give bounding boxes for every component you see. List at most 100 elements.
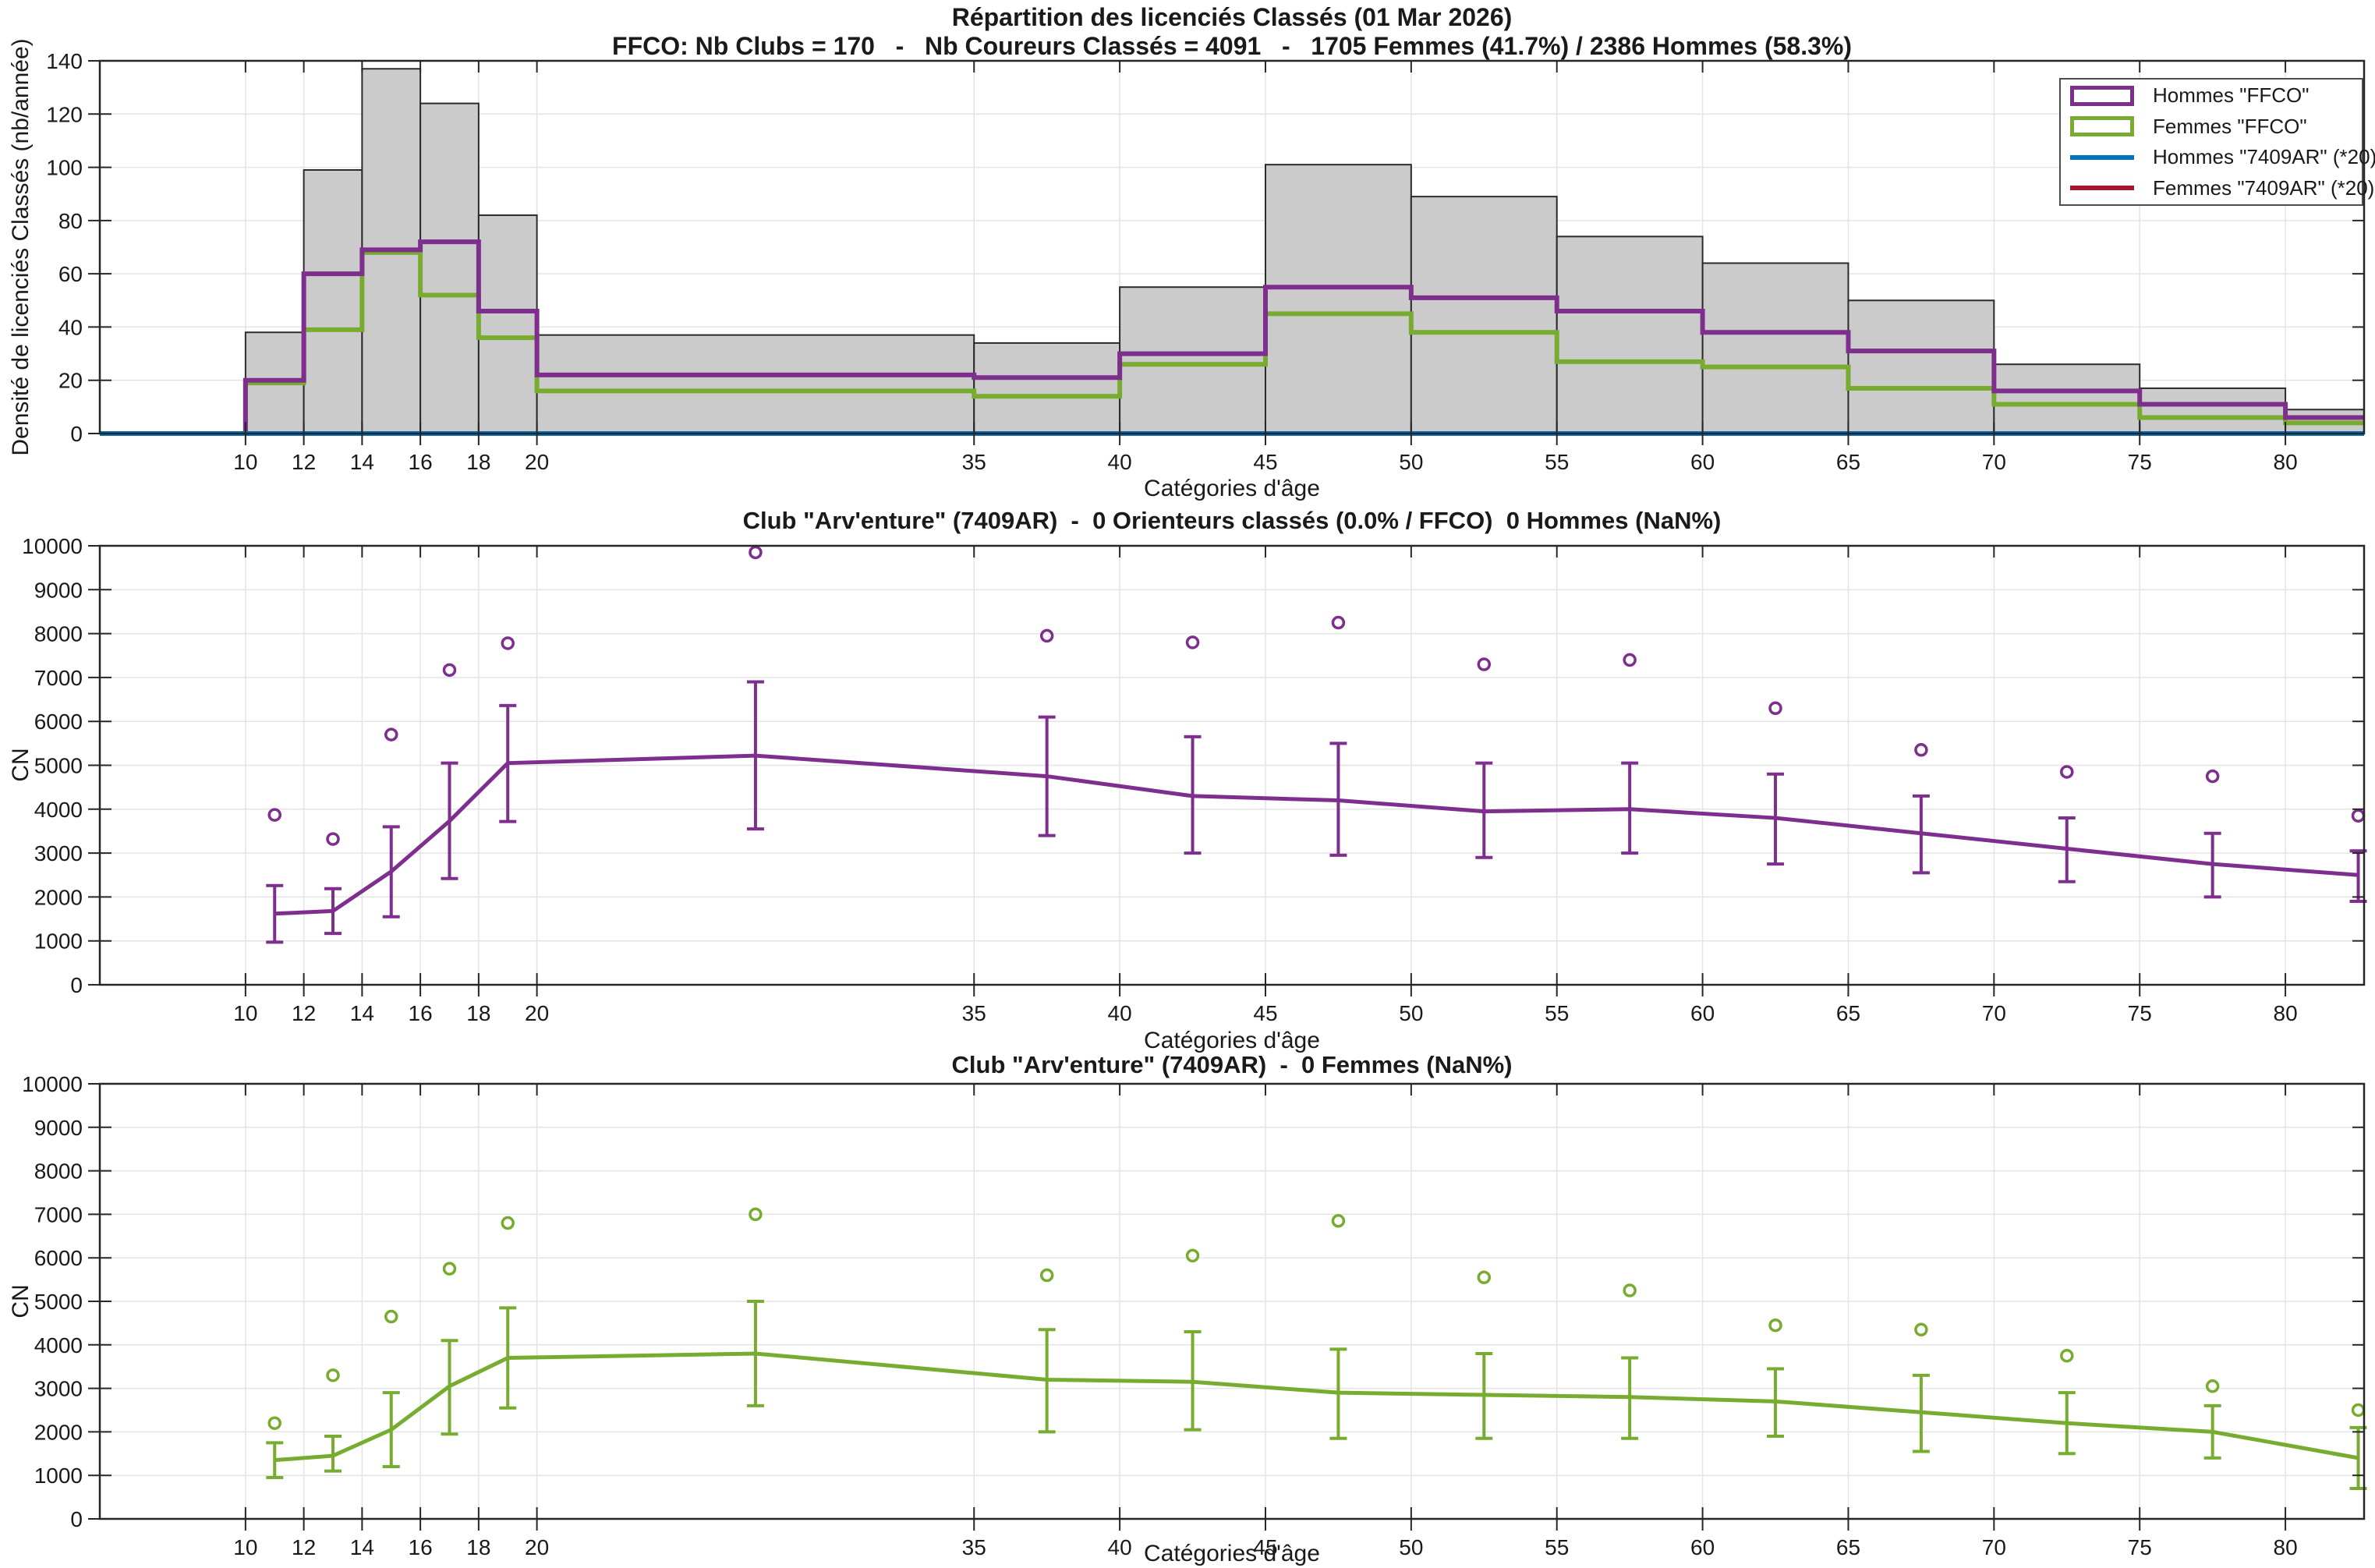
svg-text:100: 100 — [46, 156, 83, 180]
svg-text:75: 75 — [2128, 450, 2152, 474]
svg-text:10: 10 — [233, 450, 257, 474]
svg-text:14: 14 — [350, 1535, 374, 1559]
legend-item-hommes-ffco: Hommes "FFCO" — [2061, 81, 2362, 111]
max-marker — [1185, 635, 1200, 649]
svg-text:60: 60 — [58, 262, 83, 286]
svg-text:35: 35 — [962, 1535, 986, 1559]
svg-text:80: 80 — [2274, 1001, 2298, 1025]
svg-text:8000: 8000 — [34, 1159, 83, 1184]
hist-x-axis-label: Catégories d'âge — [1144, 476, 1320, 501]
femmes-club-title: Club "Arv'enture" (7409AR) - 0 Femmes (N… — [951, 1051, 1513, 1078]
legend: Hommes "FFCO" Femmes "FFCO" Hommes "7409… — [2059, 78, 2375, 206]
svg-text:14: 14 — [350, 450, 374, 474]
legend-label: Hommes "7409AR" (*20) — [2153, 145, 2375, 169]
svg-text:4000: 4000 — [34, 798, 83, 822]
svg-text:8000: 8000 — [34, 622, 83, 646]
svg-text:0: 0 — [70, 1507, 83, 1531]
max-marker — [1768, 701, 1782, 716]
svg-text:65: 65 — [1836, 1535, 1860, 1559]
svg-text:50: 50 — [1399, 1535, 1423, 1559]
max-marker — [749, 1207, 763, 1222]
legend-item-femmes-club: Femmes "7409AR" (*20) — [2061, 173, 2374, 203]
femmes-club-line-icon — [2070, 186, 2145, 191]
mean-line — [274, 753, 2359, 916]
max-marker — [326, 832, 340, 846]
svg-text:50: 50 — [1399, 1001, 1423, 1025]
max-marker — [384, 727, 398, 742]
svg-text:18: 18 — [466, 450, 490, 474]
max-marker — [749, 545, 763, 560]
svg-text:3000: 3000 — [34, 841, 83, 865]
legend-label: Femmes "FFCO" — [2153, 114, 2307, 138]
svg-text:65: 65 — [1836, 1001, 1860, 1025]
svg-text:80: 80 — [2274, 1535, 2298, 1559]
svg-text:2000: 2000 — [34, 1420, 83, 1444]
max-marker — [1477, 657, 1492, 671]
svg-text:40: 40 — [58, 315, 83, 339]
svg-text:4000: 4000 — [34, 1333, 83, 1357]
svg-text:20: 20 — [58, 369, 83, 393]
svg-text:9000: 9000 — [34, 1116, 83, 1140]
svg-text:12: 12 — [292, 1535, 316, 1559]
femmes-club-x-axis-label: Catégories d'âge — [1144, 1541, 1320, 1566]
step-Hommes "FFCO" — [242, 239, 2364, 434]
svg-text:1000: 1000 — [34, 929, 83, 954]
svg-text:50: 50 — [1399, 450, 1423, 474]
svg-text:12: 12 — [292, 1001, 316, 1025]
legend-label: Hommes "FFCO" — [2153, 83, 2310, 108]
hist-y-axis-label: Densité de licenciés Classés (nb/année) — [8, 38, 34, 456]
svg-text:0: 0 — [70, 973, 83, 997]
max-marker — [384, 1309, 398, 1324]
max-marker — [1331, 1214, 1346, 1228]
svg-text:20: 20 — [525, 1001, 549, 1025]
svg-text:10: 10 — [233, 1535, 257, 1559]
max-marker — [2205, 1379, 2220, 1393]
svg-text:9000: 9000 — [34, 578, 83, 602]
svg-text:20: 20 — [525, 450, 549, 474]
svg-text:18: 18 — [466, 1535, 490, 1559]
hommes-club-line-icon — [2070, 154, 2145, 160]
svg-text:20: 20 — [525, 1535, 549, 1559]
max-marker — [501, 1216, 515, 1230]
svg-text:35: 35 — [962, 450, 986, 474]
svg-text:7000: 7000 — [34, 1202, 83, 1226]
svg-text:2000: 2000 — [34, 885, 83, 909]
svg-text:5000: 5000 — [34, 754, 83, 778]
svg-text:45: 45 — [1253, 1535, 1277, 1559]
svg-text:10: 10 — [233, 1001, 257, 1025]
legend-item-hommes-club: Hommes "7409AR" (*20) — [2061, 143, 2375, 172]
max-marker — [1914, 1322, 1928, 1337]
max-marker — [2060, 765, 2074, 779]
svg-text:10000: 10000 — [22, 1072, 83, 1096]
step-Femmes "FFCO" — [242, 250, 2364, 434]
svg-text:12: 12 — [292, 450, 316, 474]
plot-0: 10 12 14 16 18 20 35 40 45 50 55 60 65 70 75 80 0 20 40 60 8… — [46, 49, 2366, 474]
svg-text:70: 70 — [1982, 1535, 2006, 1559]
max-marker — [1623, 653, 1637, 667]
femmes-club-y-axis-label: CN — [8, 1284, 34, 1318]
hommes-ffco-swatch-icon — [2070, 85, 2145, 106]
svg-text:75: 75 — [2128, 1535, 2152, 1559]
svg-text:7000: 7000 — [34, 666, 83, 690]
svg-text:1000: 1000 — [34, 1464, 83, 1488]
max-marker — [267, 808, 281, 822]
svg-text:14: 14 — [350, 1001, 374, 1025]
svg-text:60: 60 — [1690, 1001, 1715, 1025]
svg-text:60: 60 — [1690, 1535, 1715, 1559]
svg-text:60: 60 — [1690, 450, 1715, 474]
svg-text:65: 65 — [1836, 450, 1860, 474]
max-marker — [1477, 1270, 1492, 1285]
svg-text:40: 40 — [1108, 450, 1132, 474]
svg-text:55: 55 — [1545, 450, 1569, 474]
femmes-ffco-swatch-icon — [2070, 116, 2145, 137]
svg-text:75: 75 — [2128, 1001, 2152, 1025]
svg-text:16: 16 — [409, 450, 433, 474]
max-marker — [501, 636, 515, 650]
max-marker — [2205, 769, 2220, 784]
svg-text:10000: 10000 — [22, 534, 83, 558]
max-marker — [1768, 1318, 1782, 1333]
svg-text:40: 40 — [1108, 1001, 1132, 1025]
plot-1: 10 12 14 16 18 20 35 40 45 50 55 60 65 70 75 80 0 1000 200… — [22, 534, 2367, 1025]
